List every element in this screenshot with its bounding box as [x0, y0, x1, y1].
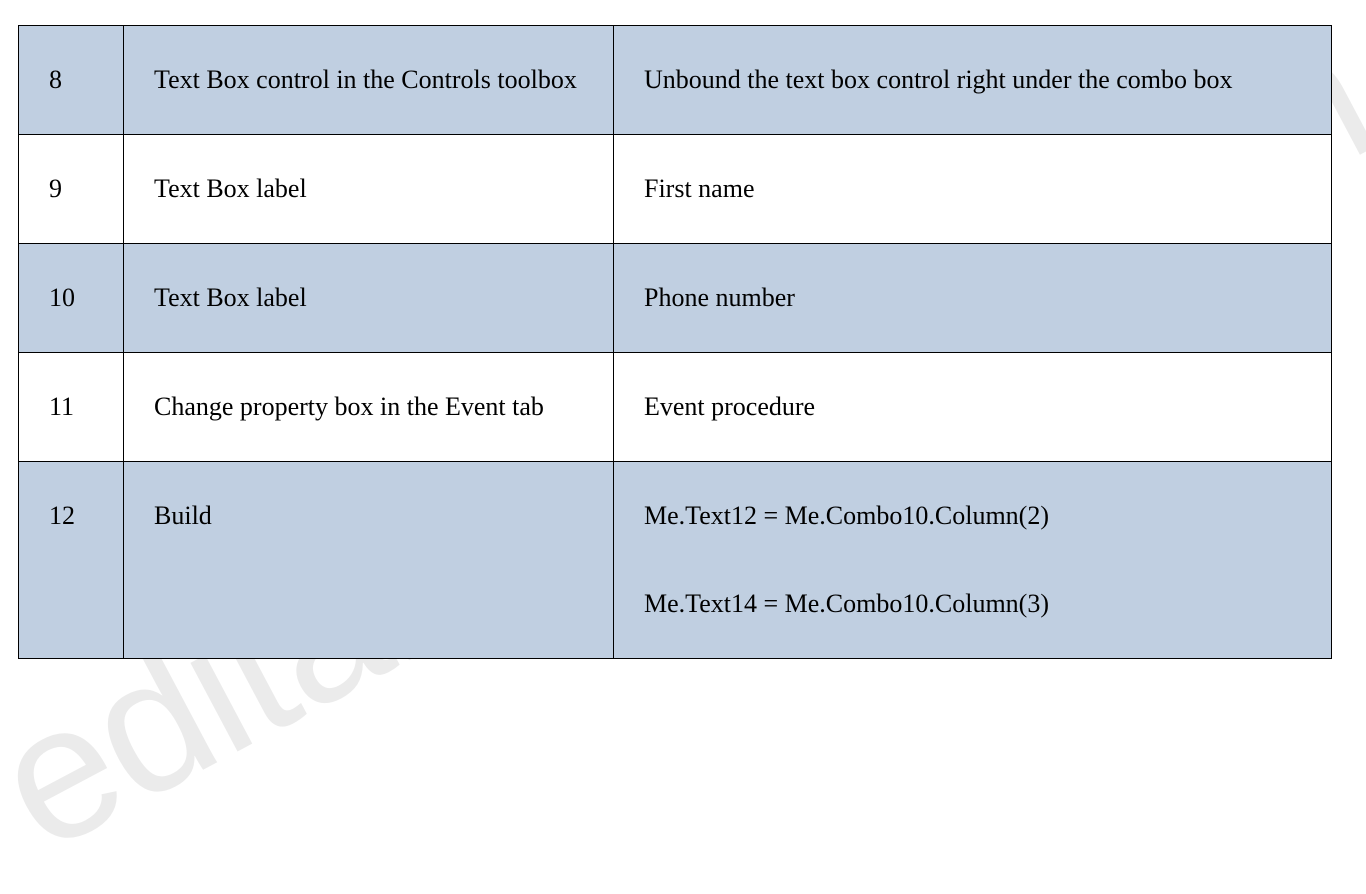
code-line: Me.Text14 = Me.Combo10.Column(3): [644, 578, 1301, 630]
code-block: Me.Text12 = Me.Combo10.Column(2) Me.Text…: [644, 490, 1301, 630]
step-cell: 10: [19, 244, 124, 353]
table-row: 8 Text Box control in the Controls toolb…: [19, 26, 1332, 135]
table-row: 11 Change property box in the Event tab …: [19, 353, 1332, 462]
table-row: 9 Text Box label First name: [19, 135, 1332, 244]
table-row: 10 Text Box label Phone number: [19, 244, 1332, 353]
value-cell: Phone number: [614, 244, 1332, 353]
value-cell: First name: [614, 135, 1332, 244]
item-cell: Build: [124, 462, 614, 659]
item-cell: Change property box in the Event tab: [124, 353, 614, 462]
step-cell: 9: [19, 135, 124, 244]
value-cell: Event procedure: [614, 353, 1332, 462]
value-cell: Me.Text12 = Me.Combo10.Column(2) Me.Text…: [614, 462, 1332, 659]
page: editableforms.com 8 Text Box control in …: [0, 0, 1366, 882]
code-line: Me.Text12 = Me.Combo10.Column(2): [644, 490, 1301, 542]
step-cell: 8: [19, 26, 124, 135]
step-cell: 11: [19, 353, 124, 462]
step-cell: 12: [19, 462, 124, 659]
steps-table-wrapper: 8 Text Box control in the Controls toolb…: [18, 25, 1331, 659]
table-row: 12 Build Me.Text12 = Me.Combo10.Column(2…: [19, 462, 1332, 659]
value-cell: Unbound the text box control right under…: [614, 26, 1332, 135]
steps-table: 8 Text Box control in the Controls toolb…: [18, 25, 1332, 659]
item-cell: Text Box label: [124, 135, 614, 244]
item-cell: Text Box label: [124, 244, 614, 353]
item-cell: Text Box control in the Controls toolbox: [124, 26, 614, 135]
